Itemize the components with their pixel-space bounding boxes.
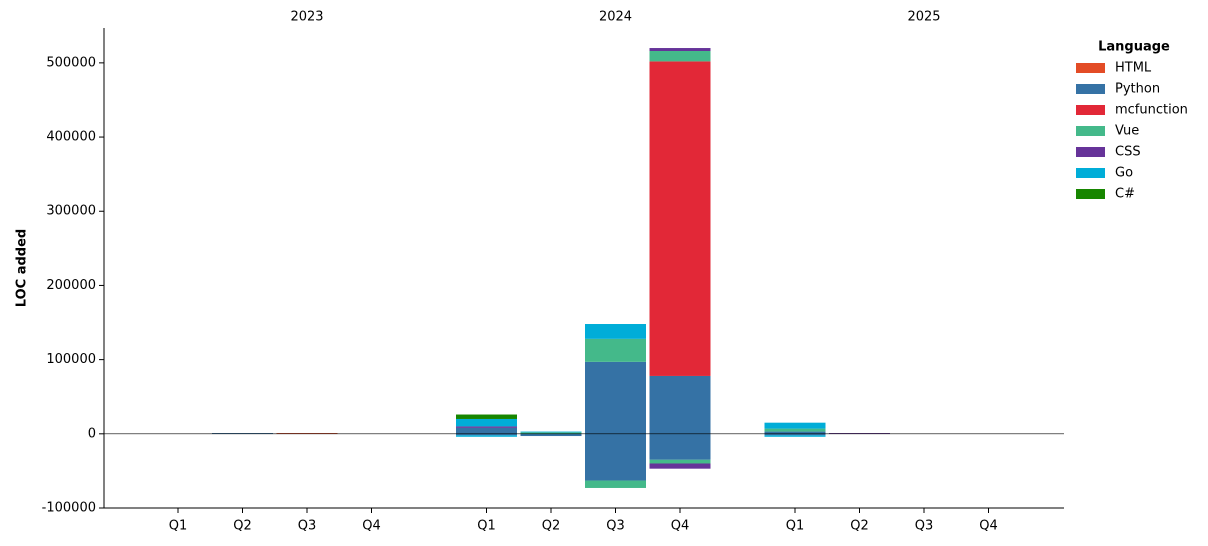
bar-segment bbox=[585, 480, 646, 488]
x-tick-label: Q4 bbox=[979, 519, 998, 534]
legend-swatch bbox=[1076, 189, 1105, 199]
y-tick-label: 0 bbox=[88, 426, 96, 441]
y-tick-label: 400000 bbox=[46, 130, 96, 145]
y-axis-label: LOC added bbox=[15, 229, 30, 307]
bar-segment bbox=[456, 433, 517, 436]
bar-segment bbox=[456, 427, 517, 434]
y-tick-label: 200000 bbox=[46, 278, 96, 293]
x-tick-label: Q3 bbox=[298, 519, 317, 534]
group-label: 2023 bbox=[290, 10, 323, 25]
legend-swatch bbox=[1076, 63, 1105, 73]
legend-swatch bbox=[1076, 126, 1105, 136]
x-tick-label: Q3 bbox=[915, 519, 934, 534]
x-tick-label: Q1 bbox=[786, 519, 805, 534]
bar-segment bbox=[649, 61, 711, 376]
bar-segment bbox=[764, 422, 826, 429]
bar-segment bbox=[456, 414, 517, 419]
bar-segment bbox=[649, 375, 711, 434]
legend-label: mcfunction bbox=[1115, 103, 1188, 118]
legend-swatch bbox=[1076, 168, 1105, 178]
x-tick-label: Q1 bbox=[477, 519, 496, 534]
bar-segment bbox=[212, 433, 273, 434]
bar-segment bbox=[520, 432, 582, 434]
legend-swatch bbox=[1076, 84, 1105, 94]
y-tick-label: -100000 bbox=[42, 501, 96, 516]
group-label: 2024 bbox=[599, 10, 632, 25]
legend-label: Vue bbox=[1115, 124, 1139, 139]
bar-segment bbox=[520, 431, 582, 433]
legend-title: Language bbox=[1098, 40, 1170, 55]
legend-label: Go bbox=[1115, 166, 1133, 181]
legend-swatch bbox=[1076, 147, 1105, 157]
legend-label: CSS bbox=[1115, 145, 1141, 160]
x-tick-label: Q4 bbox=[671, 519, 690, 534]
bar-segment bbox=[649, 50, 711, 62]
legend-swatch bbox=[1076, 105, 1105, 115]
x-tick-label: Q2 bbox=[542, 519, 561, 534]
bar-segment bbox=[764, 428, 826, 432]
bar-segment bbox=[764, 433, 826, 436]
legend-label: Python bbox=[1115, 82, 1160, 97]
y-tick-label: 500000 bbox=[46, 55, 96, 70]
bar-segment bbox=[456, 426, 517, 428]
bar-segment bbox=[585, 433, 646, 481]
x-tick-label: Q1 bbox=[169, 519, 188, 534]
bar-segment bbox=[520, 433, 582, 437]
legend-label: C# bbox=[1115, 187, 1135, 202]
x-tick-label: Q2 bbox=[233, 519, 252, 534]
bar-segment bbox=[585, 324, 646, 339]
legend-label: HTML bbox=[1115, 61, 1152, 76]
bar-segment bbox=[649, 48, 711, 51]
bar-segment bbox=[764, 431, 826, 434]
y-tick-label: 300000 bbox=[46, 204, 96, 219]
bar-segment bbox=[585, 338, 646, 362]
bar-segment bbox=[585, 361, 646, 434]
x-tick-label: Q4 bbox=[362, 519, 381, 534]
bar-segment bbox=[829, 433, 890, 434]
bar-segment bbox=[649, 459, 711, 464]
bar-segment bbox=[649, 463, 711, 469]
bar-segment bbox=[456, 418, 517, 427]
bar-segment bbox=[276, 433, 338, 434]
bar-segment bbox=[764, 435, 826, 437]
x-tick-label: Q2 bbox=[850, 519, 869, 534]
x-tick-label: Q3 bbox=[606, 519, 625, 534]
group-label: 2025 bbox=[907, 10, 940, 25]
bar-segment bbox=[649, 433, 711, 460]
bar-segment bbox=[456, 435, 517, 437]
y-tick-label: 100000 bbox=[46, 352, 96, 367]
